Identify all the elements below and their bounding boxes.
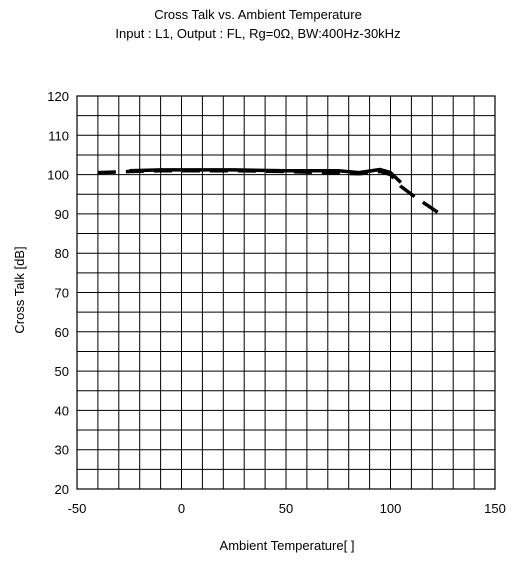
x-tick-label: 100	[380, 501, 402, 516]
y-tick-label: 80	[55, 246, 69, 261]
y-tick-label: 30	[55, 443, 69, 458]
x-tick-label: 0	[178, 501, 185, 516]
x-tick-labels: -50 0 50 100 150	[68, 501, 506, 516]
y-tick-label: 20	[55, 482, 69, 497]
plot-frame	[76, 95, 496, 490]
grid	[76, 95, 496, 490]
plot-border	[76, 95, 496, 490]
y-axis-label: Cross Talk [dB]	[12, 246, 27, 333]
series-line-2	[97, 168, 444, 218]
y-tick-label: 120	[47, 89, 69, 104]
series-layer	[97, 167, 444, 218]
x-tick-label: 150	[484, 501, 506, 516]
y-tick-label: 70	[55, 286, 69, 301]
x-tick-label: -50	[68, 501, 87, 516]
y-tick-label: 60	[55, 325, 69, 340]
chart-subtitle: Input : L1, Output : FL, Rg=0Ω, BW:400Hz…	[115, 26, 401, 41]
y-tick-label: 100	[47, 168, 69, 183]
x-axis-label: Ambient Temperature[ ]	[220, 538, 355, 553]
y-tick-label: 50	[55, 364, 69, 379]
y-tick-labels: 20 30 40 50 60 70 80 90 100 110 120	[47, 89, 69, 497]
y-tick-label: 110	[48, 128, 69, 143]
y-tick-label: 40	[55, 403, 69, 418]
chart-title: Cross Talk vs. Ambient Temperature	[154, 7, 362, 22]
x-tick-label: 50	[279, 501, 293, 516]
y-tick-label: 90	[55, 207, 69, 222]
